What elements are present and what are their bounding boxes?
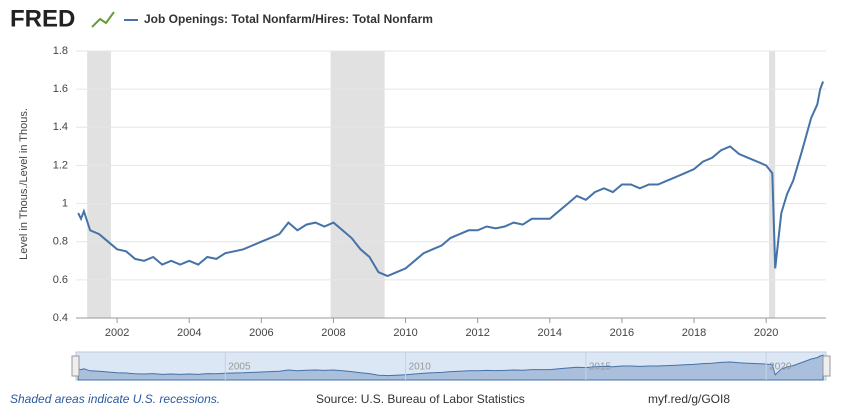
y-tick-label: 1.2 <box>53 159 68 171</box>
y-tick-label: 0.4 <box>53 312 68 324</box>
recession-note: Shaded areas indicate U.S. recessions. <box>10 392 220 406</box>
navigator-tick-label: 2020 <box>769 362 792 373</box>
link[interactable]: myf.red/g/GOI8 <box>648 392 730 406</box>
y-axis-label: Level in Thous./Level in Thous. <box>18 108 30 260</box>
recession-band <box>330 51 385 318</box>
x-tick-label: 2020 <box>754 327 778 339</box>
x-tick-label: 2004 <box>177 327 201 339</box>
x-tick-label: 2014 <box>538 327 562 339</box>
x-tick-label: 2012 <box>465 327 489 339</box>
x-tick-label: 2010 <box>393 327 417 339</box>
logo: FRED <box>10 5 75 32</box>
y-tick-label: 0.8 <box>53 236 68 248</box>
x-tick-label: 2006 <box>249 327 273 339</box>
navigator-tick-label: 2005 <box>228 362 251 373</box>
y-tick-label: 1 <box>62 197 68 209</box>
navigator-tick-label: 2010 <box>409 362 432 373</box>
navigator-handle[interactable] <box>822 355 831 377</box>
series-line <box>77 81 825 278</box>
logo-icon <box>91 11 115 28</box>
navigator-handle[interactable] <box>71 355 80 377</box>
x-tick-label: 2018 <box>682 327 706 339</box>
y-tick-label: 0.6 <box>53 274 68 286</box>
y-tick-label: 1.6 <box>53 83 68 95</box>
source: Source: U.S. Bureau of Labor Statistics <box>316 392 525 406</box>
x-tick-label: 2016 <box>610 327 634 339</box>
legend-label: Job Openings: Total Nonfarm/Hires: Total… <box>144 12 433 26</box>
navigator-tick-label: 2015 <box>589 362 612 373</box>
navigator-area <box>77 354 824 381</box>
y-tick-label: 1.4 <box>53 121 68 133</box>
x-tick-label: 2008 <box>321 327 345 339</box>
recession-band <box>87 51 111 318</box>
y-tick-label: 1.8 <box>53 45 68 57</box>
x-tick-label: 2002 <box>105 327 129 339</box>
